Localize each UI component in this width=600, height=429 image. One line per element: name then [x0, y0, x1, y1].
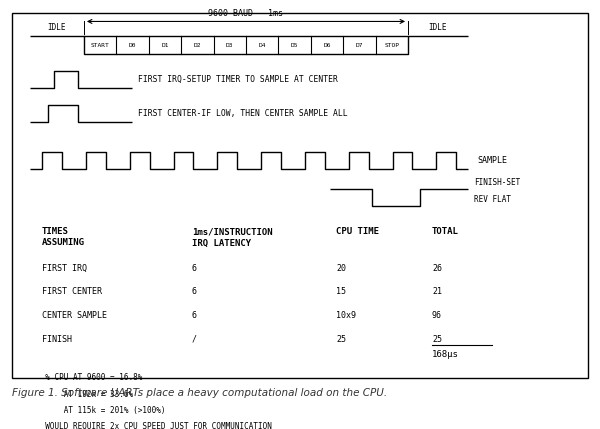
Text: D0: D0	[129, 42, 136, 48]
Text: D1: D1	[161, 42, 169, 48]
Text: 6: 6	[192, 264, 197, 273]
Text: TIMES
ASSUMING: TIMES ASSUMING	[42, 227, 85, 248]
Text: 9600 BAUD - 1ms: 9600 BAUD - 1ms	[209, 9, 284, 18]
Text: 168μs: 168μs	[432, 350, 459, 359]
Bar	[12, 13, 588, 378]
Text: FIRST CENTER: FIRST CENTER	[42, 287, 102, 296]
Text: REV FLAT: REV FLAT	[474, 195, 511, 204]
Text: FINISH-SET: FINISH-SET	[474, 178, 520, 187]
Text: CPU TIME: CPU TIME	[336, 227, 379, 236]
Text: D6: D6	[323, 42, 331, 48]
Text: 15: 15	[336, 287, 346, 296]
Text: /: /	[192, 335, 197, 344]
Text: FIRST CENTER-IF LOW, THEN CENTER SAMPLE ALL: FIRST CENTER-IF LOW, THEN CENTER SAMPLE …	[138, 109, 347, 118]
Text: D2: D2	[194, 42, 201, 48]
Text: 1ms/INSTRUCTION
IRQ LATENCY: 1ms/INSTRUCTION IRQ LATENCY	[192, 227, 272, 248]
Text: FIRST IRQ: FIRST IRQ	[42, 264, 87, 273]
Text: START: START	[91, 42, 110, 48]
Text: D4: D4	[259, 42, 266, 48]
Text: 6: 6	[192, 287, 197, 296]
Text: FIRST IRQ-SETUP TIMER TO SAMPLE AT CENTER: FIRST IRQ-SETUP TIMER TO SAMPLE AT CENTE…	[138, 75, 338, 84]
Text: WOULD REQUIRE 2x CPU SPEED JUST FOR COMMUNICATION: WOULD REQUIRE 2x CPU SPEED JUST FOR COMM…	[36, 422, 272, 429]
Text: Figure 1. Software UARTs place a heavy computational load on the CPU.: Figure 1. Software UARTs place a heavy c…	[12, 388, 387, 398]
Text: SAMPLE: SAMPLE	[477, 157, 507, 165]
Text: 26: 26	[432, 264, 442, 273]
Text: AT 115k = 201% (>100%): AT 115k = 201% (>100%)	[36, 406, 166, 415]
Text: % CPU AT 9600 = 16.8%: % CPU AT 9600 = 16.8%	[36, 373, 142, 382]
Text: TOTAL: TOTAL	[432, 227, 459, 236]
Text: IDLE: IDLE	[429, 23, 447, 32]
Text: 25: 25	[336, 335, 346, 344]
Text: 6: 6	[192, 311, 197, 320]
Text: 96: 96	[432, 311, 442, 320]
Text: AT 192k = 33.6%: AT 192k = 33.6%	[36, 390, 133, 399]
Text: 20: 20	[336, 264, 346, 273]
Text: FINISH: FINISH	[42, 335, 72, 344]
Text: 21: 21	[432, 287, 442, 296]
Text: IDLE: IDLE	[48, 23, 66, 32]
Text: 10x9: 10x9	[336, 311, 356, 320]
Text: 25: 25	[432, 335, 442, 344]
Text: D3: D3	[226, 42, 233, 48]
Text: CENTER SAMPLE: CENTER SAMPLE	[42, 311, 107, 320]
Text: STOP: STOP	[384, 42, 400, 48]
Text: D7: D7	[356, 42, 363, 48]
Text: D5: D5	[291, 42, 298, 48]
